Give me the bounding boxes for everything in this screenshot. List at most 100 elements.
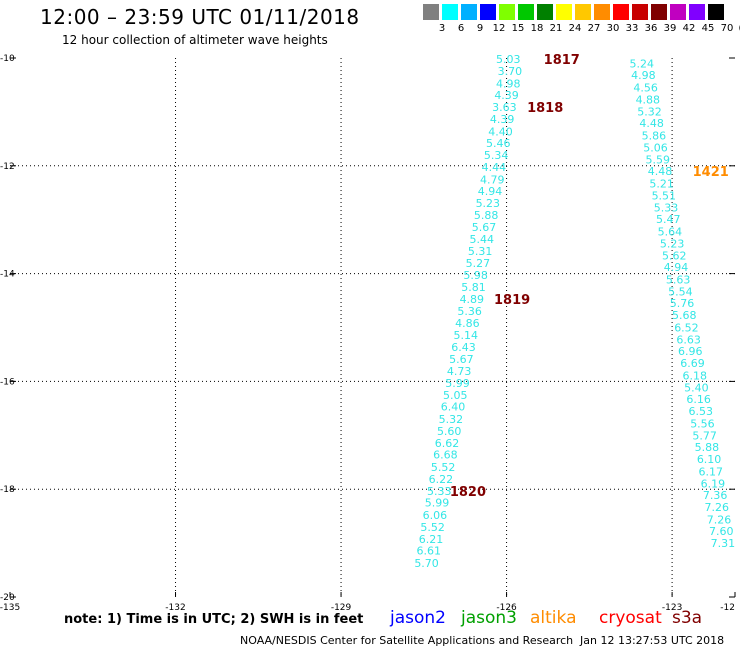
wave-height-value: 6.21 <box>419 533 444 546</box>
wave-height-value: 4.44 <box>482 161 507 174</box>
wave-height-value: 5.36 <box>457 305 482 318</box>
wave-height-value: 6.19 <box>701 477 726 490</box>
wave-height-value: 6.06 <box>423 509 448 522</box>
pass-time-label: 1820 <box>450 485 486 500</box>
wave-height-value: 6.68 <box>433 449 458 462</box>
scale-label: 27 <box>587 23 601 34</box>
pass-time-label: 1818 <box>527 101 563 116</box>
wave-height-value: 7.26 <box>707 513 732 526</box>
wave-height-value: 5.23 <box>660 237 685 250</box>
y-tick-label: -10 <box>0 54 15 64</box>
wave-height-value: 5.51 <box>652 189 677 202</box>
wave-height-value: 4.56 <box>633 82 658 95</box>
scale-swatch <box>537 4 553 20</box>
wave-height-value: 5.40 <box>684 381 709 394</box>
wave-height-value: 6.22 <box>429 473 454 486</box>
wave-height-value: 6.40 <box>441 401 466 414</box>
scale-label: 39 <box>663 23 677 34</box>
wave-height-value: 6.10 <box>697 453 722 466</box>
wave-height-value: 6.52 <box>674 322 699 335</box>
pass-time-label: 1817 <box>544 53 580 68</box>
wave-height-value: 5.67 <box>472 221 497 234</box>
wave-height-value: 5.67 <box>449 353 474 366</box>
scale-label: 12 <box>492 23 506 34</box>
wave-height-value: 4.98 <box>496 77 521 90</box>
scale-label: 6 <box>457 23 465 34</box>
scale-label: 15 <box>511 23 525 34</box>
wave-height-value: 5.33 <box>427 485 452 498</box>
x-tick-label: -123 <box>662 603 682 613</box>
wave-height-value: 5.54 <box>668 285 693 298</box>
wave-height-value: 5.88 <box>695 441 720 454</box>
wave-height-value: 4.40 <box>488 125 513 138</box>
wave-height-value: 5.98 <box>463 269 488 282</box>
wave-height-value: 4.48 <box>648 165 673 178</box>
scale-swatch <box>556 4 572 20</box>
wave-height-value: 5.31 <box>468 245 493 258</box>
wave-height-value: 5.56 <box>690 417 715 430</box>
scale-swatch <box>689 4 705 20</box>
x-tick-label: -129 <box>331 603 352 613</box>
scale-swatch <box>613 4 629 20</box>
y-tick-label: -14 <box>0 270 15 280</box>
x-tick-label: -126 <box>496 603 517 613</box>
wave-height-value: 5.64 <box>658 226 683 239</box>
wave-height-value: 7.36 <box>703 489 728 502</box>
wave-height-value: 5.76 <box>670 297 695 310</box>
wave-height-value: 5.47 <box>656 213 681 226</box>
scale-swatch <box>651 4 667 20</box>
wave-height-value: 4.94 <box>478 185 503 198</box>
x-tick-label: -132 <box>165 603 185 613</box>
scale-swatch <box>518 4 534 20</box>
scale-label: 3 <box>438 23 446 34</box>
wave-height-value: 5.81 <box>461 281 486 294</box>
scale-label: 70 <box>720 23 734 34</box>
wave-height-value: 5.77 <box>692 429 717 442</box>
wave-height-value: 6.18 <box>682 369 707 382</box>
wave-height-value: 5.68 <box>672 309 697 322</box>
wave-height-value: 5.60 <box>437 425 462 438</box>
wave-height-value: 7.31 <box>711 537 736 550</box>
satellite-altika: altika <box>530 608 577 628</box>
wave-height-value: 4.79 <box>480 173 505 186</box>
wave-height-value: 4.89 <box>460 293 485 306</box>
wave-height-value: 4.39 <box>494 89 519 102</box>
wave-height-value: 5.52 <box>431 461 456 474</box>
y-tick-label: -12 <box>0 162 15 172</box>
wave-height-value: 4.39 <box>490 113 515 126</box>
wave-height-value: 5.24 <box>630 57 655 70</box>
x-tick-label: -135 <box>0 603 20 613</box>
scale-swatch <box>461 4 477 20</box>
scale-label: 36 <box>644 23 658 34</box>
wave-height-value: 4.94 <box>664 261 689 274</box>
scale-label: 33 <box>625 23 639 34</box>
wave-height-value: 5.86 <box>642 130 667 143</box>
wave-height-value: 5.88 <box>474 209 499 222</box>
wave-height-value: 4.73 <box>447 365 472 378</box>
wave-height-value: 6.69 <box>680 357 705 370</box>
scale-label: 45 <box>701 23 715 34</box>
scale-swatch <box>442 4 458 20</box>
wave-height-value: 6.61 <box>417 545 442 558</box>
scale-label: 18 <box>530 23 544 34</box>
wave-height-value: 3.70 <box>498 65 523 78</box>
wave-height-value: 4.48 <box>639 117 664 130</box>
generation-timestamp: Jan 12 13:27:53 UTC 2018 <box>580 634 725 647</box>
wave-height-value: 5.33 <box>654 201 679 214</box>
scale-label: (ft) <box>734 23 740 34</box>
map-title: 12:00 – 23:59 UTC 01/11/2018 <box>40 5 360 29</box>
y-tick-label: -20 <box>0 593 15 603</box>
wave-height-value: 6.17 <box>698 465 723 478</box>
note-text: note: 1) Time is in UTC; 2) SWH is in fe… <box>64 612 364 627</box>
wave-height-value: 5.27 <box>466 257 491 270</box>
wave-height-value: 5.23 <box>476 197 501 210</box>
wave-height-value: 5.32 <box>637 105 662 118</box>
wave-height-value: 5.21 <box>649 178 674 191</box>
wave-height-value: 5.46 <box>486 137 511 150</box>
y-tick-label: -16 <box>0 377 15 387</box>
credit-line: NOAA/NESDIS Center for Satellite Applica… <box>240 634 574 647</box>
wave-height-value: 3.63 <box>492 101 517 114</box>
wave-height-value: 5.99 <box>425 497 450 510</box>
map-subtitle: 12 hour collection of altimeter wave hei… <box>62 33 328 47</box>
